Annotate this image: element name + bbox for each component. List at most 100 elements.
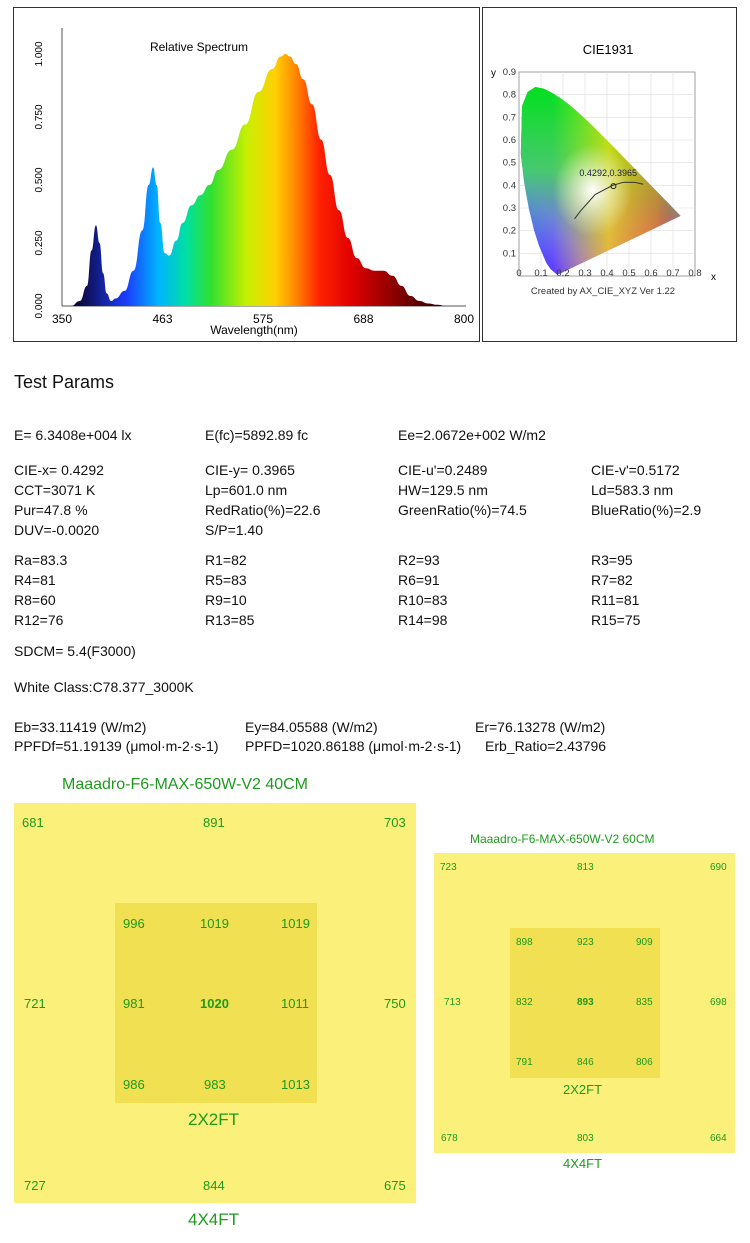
spectrum-area [62, 54, 464, 306]
param-r5: R5=83 [205, 572, 247, 588]
map40-inner-r3c1: 986 [123, 1077, 145, 1092]
map60-value-bc: 803 [577, 1133, 594, 1144]
param-sdcm: SDCM= 5.4(F3000) [14, 643, 136, 659]
cie-x-tick-label: 0.4 [600, 268, 613, 279]
map40-value-bc: 844 [203, 1178, 225, 1193]
map60-inner-r3c3: 806 [636, 1057, 653, 1068]
map40-value-mr: 750 [384, 996, 406, 1011]
param-duv: DUV=-0.0020 [14, 522, 100, 538]
chromaticity-point-label: 0.4292,0.3965 [579, 168, 637, 178]
map40-title: Maaadro-F6-MAX-650W-V2 40CM [62, 776, 309, 793]
spectrum-x-tick-label: 463 [152, 312, 172, 326]
cie-x-tick-label: 0.2 [556, 268, 569, 279]
map60-title: Maaadro-F6-MAX-650W-V2 60CM [470, 832, 655, 846]
param-ppfdf: PPFDf=51.19139 (μmol·m-2·s-1) [14, 738, 219, 754]
param-r8: R8=60 [14, 592, 56, 608]
param-r15: R15=75 [591, 612, 641, 628]
map60-2x2-area [510, 928, 660, 1078]
param-ld: Ld=583.3 nm [591, 482, 674, 498]
map60-inner-r1c1: 898 [516, 937, 533, 948]
cie-panel: 0.4292,0.3965 CIE1931 y x 0 0.1 0.2 0.3 0.4 0… [482, 7, 737, 342]
cie-y-tick-label: 0.5 [503, 158, 516, 169]
cie-x-tick-label: 0 [516, 268, 521, 279]
cie-y-tick-label: 0.3 [503, 203, 516, 214]
param-r1: R1=82 [205, 552, 247, 568]
map60-2x2-label: 2X2FT [563, 1082, 603, 1097]
param-blue-ratio: BlueRatio(%)=2.9 [591, 502, 702, 518]
map60-value-tl: 723 [440, 862, 457, 873]
map60-inner-r3c1: 791 [516, 1057, 533, 1068]
map40-inner-r1c2: 1019 [200, 916, 229, 931]
param-r12: R12=76 [14, 612, 64, 628]
cie-locus-white-shade [520, 87, 681, 275]
cie-y-tick-label: 0.1 [503, 248, 516, 259]
param-erb-ratio: Erb_Ratio=2.43796 [485, 738, 607, 754]
param-ey: Ey=84.05588 (W/m2) [245, 719, 378, 735]
spectrum-x-tick-label: 688 [353, 312, 373, 326]
param-white-class: White Class:C78.377_3000K [14, 679, 194, 695]
param-cie-y: CIE-y= 0.3965 [205, 462, 295, 478]
cie-x-tick-label: 0.5 [622, 268, 635, 279]
cie-x-axis-label: x [711, 272, 716, 283]
param-r11: R11=81 [591, 592, 640, 608]
cie-x-tick-label: 0.3 [578, 268, 591, 279]
spectrum-x-tick-label: 575 [253, 312, 273, 326]
param-r7: R7=82 [591, 572, 633, 588]
map40-inner-r3c3: 1013 [281, 1077, 310, 1092]
map40-value-br: 675 [384, 1178, 406, 1193]
spectrum-y-tick-label: 0.250 [34, 230, 45, 255]
map60-value-br: 664 [710, 1133, 727, 1144]
spectrum-y-tick-label: 1.000 [34, 41, 45, 66]
param-ee: Ee=2.0672e+002 W/m2 [398, 427, 546, 443]
spectrum-y-tick-label: 0.750 [34, 104, 45, 129]
param-cie-v: CIE-v'=0.5172 [591, 462, 680, 478]
spectrum-y-tick-label: 0.500 [34, 167, 45, 192]
planckian-locus [574, 181, 644, 220]
cie-y-tick-label: 0.2 [503, 226, 516, 237]
param-e-fc: E(fc)=5892.89 fc [205, 427, 309, 443]
param-ppfd: PPFD=1020.86188 (μmol·m-2·s-1) [245, 738, 462, 754]
map40-value-tl: 681 [22, 815, 44, 830]
param-sp: S/P=1.40 [205, 522, 263, 538]
map40-inner-r2c1: 981 [123, 996, 145, 1011]
test-params-heading: Test Params [14, 372, 115, 392]
param-cie-x: CIE-x= 0.4292 [14, 462, 104, 478]
map60-inner-r2c1: 832 [516, 997, 533, 1008]
map40-2x2-label: 2X2FT [188, 1110, 240, 1129]
map40-value-bl: 727 [24, 1178, 46, 1193]
param-er: Er=76.13278 (W/m2) [475, 719, 606, 735]
map40-value-tc: 891 [203, 815, 225, 830]
param-r2: R2=93 [398, 552, 440, 568]
param-r3: R3=95 [591, 552, 633, 568]
map40-inner-r3c2: 983 [204, 1077, 226, 1092]
param-r10: R10=83 [398, 592, 448, 608]
param-e-lx: E= 6.3408e+004 lx [14, 427, 132, 443]
cie-y-tick-label: 0.8 [503, 90, 516, 101]
param-cie-u: CIE-u'=0.2489 [398, 462, 488, 478]
param-pur: Pur=47.8 % [14, 502, 88, 518]
spectrum-title: Relative Spectrum [150, 40, 248, 54]
map40-2x2-area [115, 903, 317, 1103]
map40-value-tr: 703 [384, 815, 406, 830]
chromaticity-point [610, 183, 617, 190]
map40-inner-r2c3: 1011 [281, 996, 309, 1011]
cie-y-tick-label: 0.7 [503, 112, 516, 123]
map40-inner-r1c1: 996 [123, 916, 145, 931]
map40-inner-r2c2: 1020 [200, 996, 229, 1011]
param-cct: CCT=3071 K [14, 482, 96, 498]
cie-y-tick-label: 0.6 [503, 135, 516, 146]
map40-value-ml: 721 [24, 996, 46, 1011]
cie-x-tick-label: 0.7 [666, 268, 679, 279]
map60-inner-r2c3: 835 [636, 997, 653, 1008]
map60-inner-r3c2: 846 [577, 1057, 594, 1068]
cie-x-tick-label: 0.1 [534, 268, 547, 279]
param-green-ratio: GreenRatio(%)=74.5 [398, 502, 527, 518]
map60-value-tr: 690 [710, 862, 727, 873]
cie-footer: Created by AX_CIE_XYZ Ver 1.22 [531, 286, 675, 297]
param-ra: Ra=83.3 [14, 552, 68, 568]
param-hw: HW=129.5 nm [398, 482, 488, 498]
cie-x-tick-label: 0.6 [644, 268, 657, 279]
spectrum-y-tick-label: 0.000 [34, 293, 45, 318]
map40-4x4-label: 4X4FT [188, 1210, 240, 1229]
spectrum-x-tick-label: 350 [52, 312, 72, 326]
